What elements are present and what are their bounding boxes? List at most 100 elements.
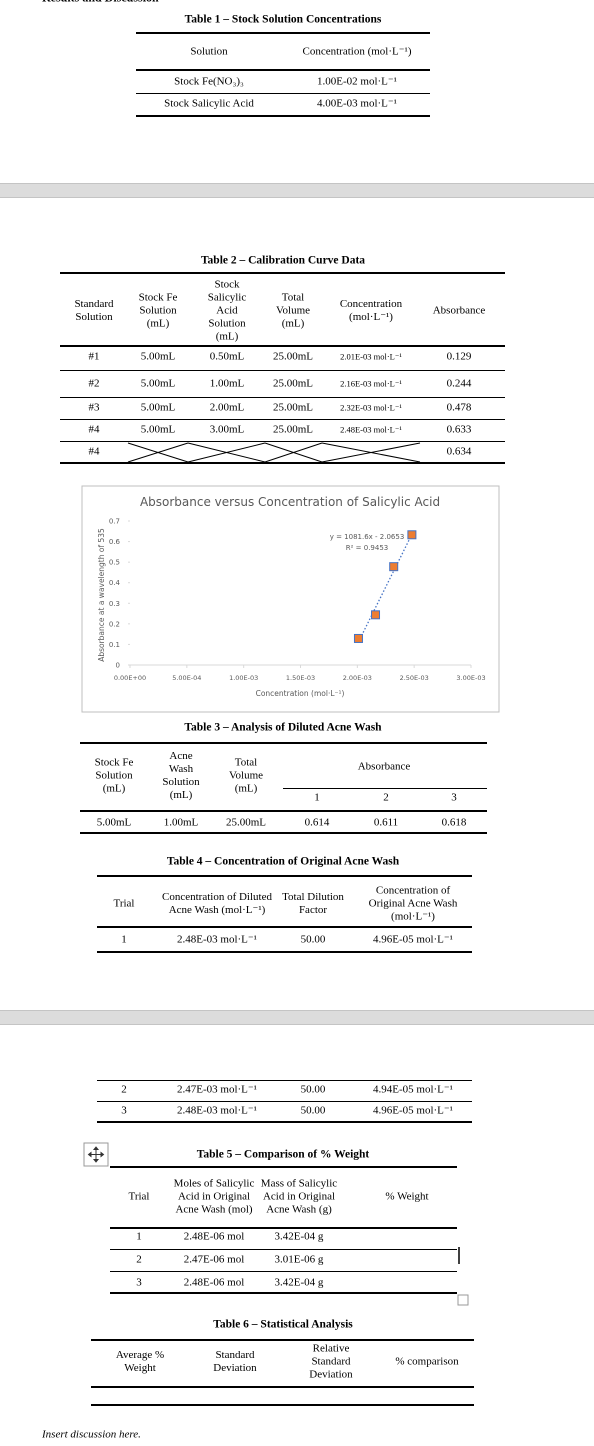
cell-text: #4 [88, 445, 100, 458]
rule [136, 92, 430, 94]
page-break [0, 1010, 594, 1025]
rule [136, 69, 430, 71]
x-tick-label: 5.00E-04 [172, 674, 201, 682]
table-title: Table 1 – Stock Solution Concentrations [184, 13, 382, 26]
rule [110, 1248, 457, 1250]
cell-text: Total Volume (mL) [275, 291, 311, 330]
cell-text: Concentration (mol·L⁻¹) [339, 298, 403, 323]
rule [136, 32, 430, 34]
cell-text: 4.94E-05 mol·L⁻¹ [373, 1083, 453, 1096]
cell-text: 50.00 [300, 933, 326, 946]
trendline-r2: R² = 0.9453 [346, 544, 388, 552]
cell-text: 2.01E-03 mol·L⁻¹ [340, 351, 402, 362]
x-tick-label: 3.00E-03 [456, 674, 485, 682]
rule [60, 369, 505, 371]
cell-text: % comparison [395, 1355, 459, 1368]
table-title: Table 5 – Comparison of % Weight [196, 1148, 370, 1161]
cell-text: 2.48E-03 mol·L⁻¹ [177, 933, 257, 946]
cell-text: #2 [88, 377, 100, 390]
rule [60, 462, 505, 464]
cell-text: 2 [136, 1253, 142, 1266]
cell-text: Relative Standard Deviation [309, 1342, 353, 1381]
cell-text: Stock Salicylic Acid [164, 97, 254, 110]
section-heading: Results and Discussion [42, 0, 202, 5]
y-tick-label: 0 [116, 662, 120, 670]
cell-text: 2.48E-03 mol·L⁻¹ [340, 424, 402, 435]
cell-text: 1 [314, 791, 320, 804]
trendline-equation: y = 1081.6x - 2.0653 [330, 533, 405, 541]
rule [283, 787, 487, 789]
y-tick-label: 0.2 [109, 620, 120, 628]
resize-handle[interactable] [457, 1294, 469, 1306]
data-point [407, 530, 417, 540]
cell-text: 0.611 [373, 816, 399, 829]
cell-text: 25.00mL [272, 350, 314, 363]
discussion-placeholder: Insert discussion here. [42, 1428, 141, 1441]
cell-text: 50.00 [300, 1083, 326, 1096]
rule [60, 272, 505, 274]
rule [80, 742, 487, 744]
cell-text: 5.00mL [140, 423, 176, 436]
rule [110, 1292, 457, 1294]
cell-text: 0.618 [441, 816, 467, 829]
cell-text: 25.00mL [272, 423, 314, 436]
y-tick-label: 0.7 [109, 518, 120, 526]
cell-text: 4.96E-05 mol·L⁻¹ [373, 933, 453, 946]
cell-text: 2.47E-03 mol·L⁻¹ [177, 1083, 257, 1096]
table-title: Table 6 – Statistical Analysis [213, 1318, 353, 1331]
cell-text: Absorbance [357, 760, 411, 773]
rule [110, 1227, 457, 1229]
rule [97, 1121, 472, 1123]
strike-line [187, 442, 266, 463]
cell-text: 0.244 [446, 377, 472, 390]
cell-text: 3 [451, 791, 457, 804]
cell-text: Standard Solution [74, 298, 114, 323]
cell-text: Stock Fe(NO₃)₃ [174, 75, 244, 88]
rule [110, 1270, 457, 1272]
rule [60, 440, 505, 442]
cell-text: Trial [128, 1190, 150, 1203]
cell-text: 2 [121, 1083, 127, 1096]
cell-text: 25.00mL [272, 377, 314, 390]
x-tick-label: 1.50E-03 [286, 674, 315, 682]
cell-text: 2.48E-06 mol [183, 1230, 245, 1243]
page-break [0, 183, 594, 198]
move-icon [87, 1146, 105, 1163]
y-tick-label: 0.3 [109, 600, 120, 608]
cell-text: Stock Fe Solution (mL) [138, 291, 178, 330]
table-title: Table 2 – Calibration Curve Data [200, 254, 366, 267]
cell-text: Concentration of Original Acne Wash (mol… [368, 884, 458, 923]
table-title: Table 4 – Concentration of Original Acne… [166, 855, 400, 868]
chart-frame [81, 485, 500, 713]
cell-text: 0.478 [446, 401, 472, 414]
strike-line [127, 442, 189, 463]
cell-text: 2.00mL [209, 401, 245, 414]
rule [97, 1079, 472, 1081]
cell-text: Stock Salicylic Acid Solution (mL) [207, 278, 247, 343]
cell-text: Absorbance [432, 304, 486, 317]
cell-text: 5.00mL [140, 350, 176, 363]
cell-text: Trial [113, 897, 135, 910]
cell-text: #1 [88, 350, 100, 363]
x-tick-label: 2.50E-03 [400, 674, 429, 682]
rule [80, 832, 487, 834]
cell-text: 3.00mL [209, 423, 245, 436]
cell-text: 2.47E-06 mol [183, 1253, 245, 1266]
rule [91, 1386, 474, 1388]
cell-text: 4.00E-03 mol·L⁻¹ [317, 97, 397, 110]
cell-text: 2.32E-03 mol·L⁻¹ [340, 402, 402, 413]
cell-text: 0.634 [446, 445, 472, 458]
rule [97, 1100, 472, 1102]
rule [91, 1404, 474, 1406]
rule [97, 951, 472, 953]
y-tick-label: 0.6 [109, 538, 121, 546]
cell-text: 0.129 [446, 350, 472, 363]
data-point [353, 633, 363, 643]
cell-text: #3 [88, 401, 100, 414]
x-tick-label: 0.00E+00 [114, 674, 146, 682]
cell-text: 2.48E-06 mol [183, 1276, 245, 1289]
cell-text: 5.00mL [140, 377, 176, 390]
cell-text: Total Volume (mL) [228, 756, 264, 795]
